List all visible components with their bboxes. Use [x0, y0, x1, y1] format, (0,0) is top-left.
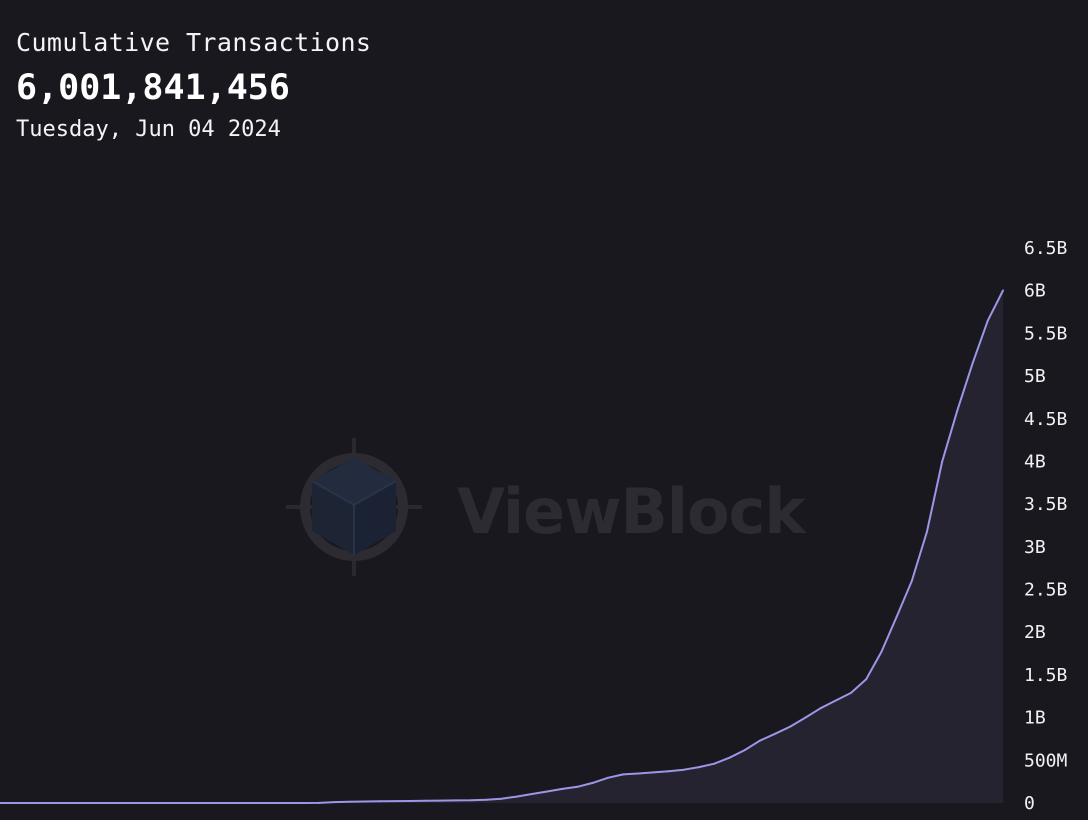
- data-point[interactable]: [151, 802, 153, 804]
- y-tick-label: 2.5B: [1024, 580, 1067, 601]
- data-point[interactable]: [850, 691, 852, 694]
- y-tick-label: 1.5B: [1024, 665, 1067, 686]
- data-point[interactable]: [227, 802, 229, 804]
- plot-area: [0, 289, 1004, 804]
- y-axis: 0 500M 1B 1.5B 2B 2.5B 3B 3.5B 4B 4.5B 5B 5.5B 6B 6.5…: [1024, 238, 1068, 814]
- y-tick-label: 3B: [1024, 537, 1046, 558]
- metric-header: Cumulative Transactions 6,001,841,456 Tu…: [16, 26, 371, 146]
- data-point[interactable]: [865, 678, 868, 681]
- watermark: ViewBlock: [286, 438, 808, 576]
- data-point[interactable]: [59, 802, 62, 804]
- data-point[interactable]: [0, 802, 1, 804]
- data-point[interactable]: [591, 781, 594, 784]
- data-point[interactable]: [196, 802, 199, 804]
- data-point[interactable]: [257, 802, 260, 804]
- data-point[interactable]: [1002, 289, 1004, 292]
- y-tick-label: 500M: [1024, 750, 1068, 771]
- data-point[interactable]: [743, 749, 746, 752]
- data-point[interactable]: [500, 797, 503, 800]
- data-point[interactable]: [530, 793, 533, 795]
- data-point[interactable]: [242, 802, 245, 804]
- data-point[interactable]: [561, 787, 564, 790]
- current-value: 6,001,841,456: [16, 68, 290, 108]
- data-point[interactable]: [971, 362, 974, 365]
- data-point[interactable]: [75, 802, 77, 804]
- viewblock-cube-logo-icon: [286, 438, 422, 576]
- data-point[interactable]: [819, 707, 822, 710]
- data-point[interactable]: [774, 732, 776, 735]
- data-point[interactable]: [637, 772, 640, 775]
- data-point[interactable]: [44, 802, 47, 804]
- data-point[interactable]: [287, 802, 290, 804]
- data-point[interactable]: [363, 800, 366, 803]
- data-point[interactable]: [622, 773, 625, 776]
- data-point[interactable]: [546, 790, 549, 793]
- data-point[interactable]: [941, 460, 944, 463]
- y-tick-label: 0: [1024, 793, 1035, 814]
- data-point[interactable]: [181, 802, 184, 804]
- data-point[interactable]: [986, 319, 989, 322]
- data-point[interactable]: [606, 776, 609, 779]
- data-point[interactable]: [895, 615, 898, 618]
- y-tick-label: 1B: [1024, 708, 1046, 729]
- data-point[interactable]: [758, 739, 761, 742]
- data-point[interactable]: [90, 802, 93, 804]
- data-point[interactable]: [394, 800, 397, 803]
- data-point[interactable]: [439, 799, 442, 802]
- data-point[interactable]: [926, 530, 928, 533]
- data-point[interactable]: [667, 770, 670, 773]
- data-point[interactable]: [272, 802, 275, 804]
- data-point[interactable]: [120, 802, 123, 804]
- data-point[interactable]: [409, 800, 412, 802]
- data-point[interactable]: [576, 785, 579, 788]
- data-point[interactable]: [105, 802, 108, 804]
- current-date: Tuesday, Jun 04 2024: [16, 117, 281, 142]
- data-point[interactable]: [515, 795, 518, 798]
- data-point[interactable]: [424, 799, 427, 802]
- y-tick-label: 3.5B: [1024, 494, 1067, 515]
- data-point[interactable]: [454, 799, 457, 802]
- data-point[interactable]: [211, 802, 214, 804]
- data-point[interactable]: [910, 580, 913, 582]
- data-point[interactable]: [804, 716, 807, 719]
- y-tick-label: 2B: [1024, 622, 1046, 643]
- data-point[interactable]: [485, 798, 488, 801]
- y-tick-label: 6.5B: [1024, 238, 1067, 259]
- series-area: [0, 290, 1003, 803]
- chart-title: Cumulative Transactions: [16, 28, 372, 57]
- y-tick-label: 4B: [1024, 451, 1046, 472]
- data-point[interactable]: [470, 799, 473, 802]
- data-point[interactable]: [698, 766, 701, 769]
- data-point[interactable]: [956, 409, 959, 412]
- data-point[interactable]: [166, 802, 169, 804]
- data-point[interactable]: [728, 756, 731, 759]
- watermark-text: ViewBlock: [457, 475, 807, 548]
- data-point[interactable]: [789, 725, 792, 728]
- data-point[interactable]: [333, 801, 336, 804]
- data-point[interactable]: [378, 800, 381, 803]
- data-point[interactable]: [834, 699, 837, 702]
- data-point[interactable]: [14, 802, 17, 804]
- y-tick-label: 5.5B: [1024, 323, 1067, 344]
- data-point[interactable]: [880, 650, 883, 653]
- data-point[interactable]: [652, 771, 655, 774]
- data-point[interactable]: [29, 802, 32, 804]
- data-point[interactable]: [348, 800, 351, 803]
- data-point[interactable]: [713, 762, 716, 765]
- data-point[interactable]: [302, 802, 305, 804]
- y-tick-label: 5B: [1024, 366, 1046, 387]
- data-point[interactable]: [682, 768, 685, 771]
- y-tick-label: 4.5B: [1024, 409, 1067, 430]
- data-point[interactable]: [318, 801, 321, 804]
- y-tick-label: 6B: [1024, 281, 1046, 302]
- data-point[interactable]: [135, 802, 138, 804]
